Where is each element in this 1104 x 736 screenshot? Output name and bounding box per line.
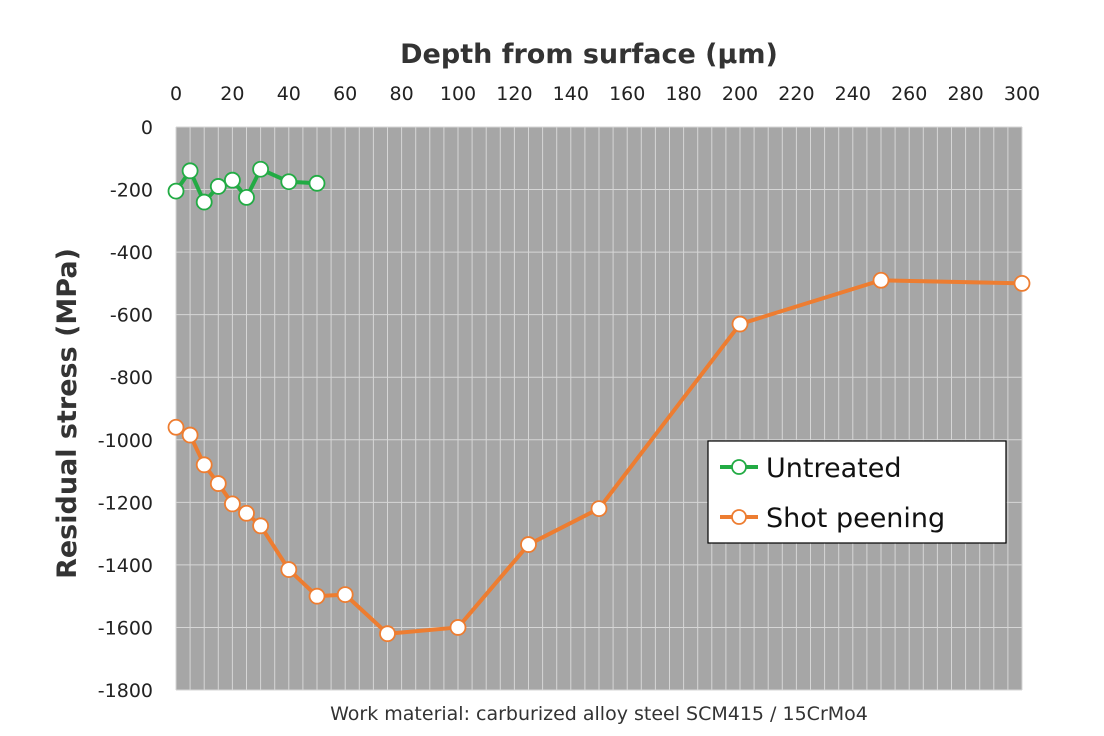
x-tick-label: 200 [722,83,758,105]
x-tick-label: 100 [440,83,476,105]
y-axis-ticks: 0 -200 -400 -600 -800 -1000 -1200 -1400 -1600 -18… [98,117,153,702]
y-tick-label: -1600 [98,617,153,639]
series-1 [167,160,326,211]
x-tick-label: 120 [496,83,532,105]
data-point [308,587,326,605]
data-point [223,171,241,189]
legend-item: Shot peening [720,503,945,534]
x-tick-label: 280 [947,83,983,105]
x-tick-label: 160 [609,83,645,105]
data-point [223,495,241,513]
data-point [195,193,213,211]
y-tick-label: -1000 [98,430,153,452]
x-tick-label: 140 [553,83,589,105]
x-tick-label: 60 [333,83,357,105]
data-point [731,315,749,333]
x-tick-label: 20 [220,83,244,105]
x-tick-label: 300 [1004,83,1040,105]
legend-item: Untreated [720,453,901,484]
data-point [308,174,326,192]
data-point [181,426,199,444]
data-point [195,456,213,474]
x-axis-title: Depth from surface (μm) [400,39,778,70]
y-tick-label: -1800 [98,680,153,702]
legend-box [707,440,1007,544]
x-axis-ticks: 0 20 40 60 80 100 120 140 160 180 200 220 240 260 280 3… [170,83,1040,105]
x-tick-label: 220 [778,83,814,105]
series-2 [167,271,1031,643]
y-axis-title: Residual stress (MPa) [52,248,83,579]
y-tick-label: -600 [110,305,153,327]
y-tick-label: 0 [141,117,153,139]
data-point [238,504,255,522]
data-point [590,500,608,517]
x-tick-label: 260 [891,83,927,105]
data-point [1013,274,1031,292]
series-layer [167,160,1031,643]
x-tick-label: 180 [665,83,701,105]
data-point [280,561,298,578]
y-tick-label: -800 [110,367,153,389]
legend-marker [731,459,747,475]
x-tick-label: 0 [170,83,182,105]
data-point [520,536,537,553]
legend-label: Untreated [766,453,901,484]
data-point [167,418,185,436]
data-point [449,619,467,636]
grid [175,126,1023,691]
y-tick-label: -200 [110,180,153,202]
legend: Untreated Shot peening [707,440,1007,544]
data-point [181,162,199,180]
y-tick-label: -400 [110,242,153,264]
data-point [167,182,185,200]
data-point [252,160,270,178]
y-tick-label: -1400 [98,555,153,577]
legend-label: Shot peening [766,503,945,534]
legend-marker [731,509,747,525]
data-point [252,517,270,535]
data-point [280,173,298,191]
data-point [209,178,227,195]
x-tick-label: 240 [835,83,871,105]
data-point [379,625,396,643]
data-point [209,475,227,492]
data-point [336,586,354,604]
chart-caption: Work material: carburized alloy steel SC… [330,703,868,725]
x-tick-label: 40 [277,83,301,105]
x-tick-label: 80 [390,83,414,105]
data-point [872,271,890,289]
data-point [238,188,255,206]
y-tick-label: -1200 [98,492,153,514]
